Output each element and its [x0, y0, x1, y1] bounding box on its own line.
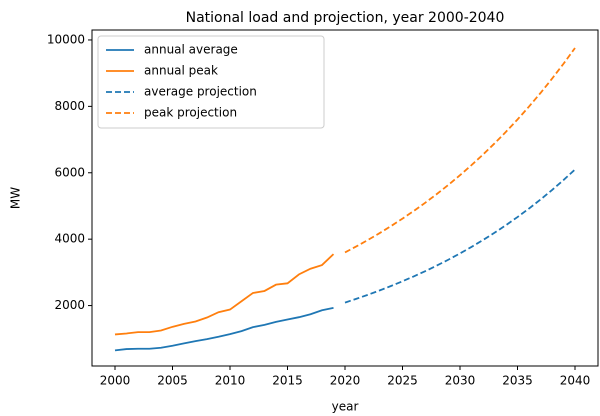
- x-tick-label: 2030: [445, 374, 476, 388]
- legend-label: average projection: [144, 85, 257, 99]
- line-series: [344, 47, 576, 254]
- x-tick-label: 2015: [272, 374, 303, 388]
- plot-frame: [91, 29, 599, 367]
- y-tick-label: 4000: [54, 232, 85, 246]
- x-tick-label: 2025: [387, 374, 418, 388]
- y-tick-label: 8000: [54, 99, 85, 113]
- x-tick-label: 2010: [215, 374, 246, 388]
- x-axis-label: year: [332, 400, 359, 414]
- x-tick-label: 2040: [560, 374, 591, 388]
- y-tick-label: 6000: [54, 165, 85, 179]
- x-tick-label: 2035: [502, 374, 533, 388]
- y-tick-label: 2000: [54, 298, 85, 312]
- line-series: [344, 168, 576, 304]
- y-axis-label: MW: [9, 187, 23, 209]
- chart-title: National load and projection, year 2000-…: [186, 10, 505, 26]
- y-tick-label: 10000: [47, 32, 85, 46]
- line-series: [114, 307, 334, 352]
- x-tick-label: 2000: [100, 374, 131, 388]
- legend-box: [97, 35, 325, 129]
- x-tick-label: 2020: [330, 374, 361, 388]
- legend-label: annual average: [144, 43, 238, 57]
- line-series: [114, 253, 335, 336]
- x-tick-label: 2005: [157, 374, 188, 388]
- legend-label: annual peak: [144, 64, 218, 78]
- legend-label: peak projection: [144, 106, 237, 120]
